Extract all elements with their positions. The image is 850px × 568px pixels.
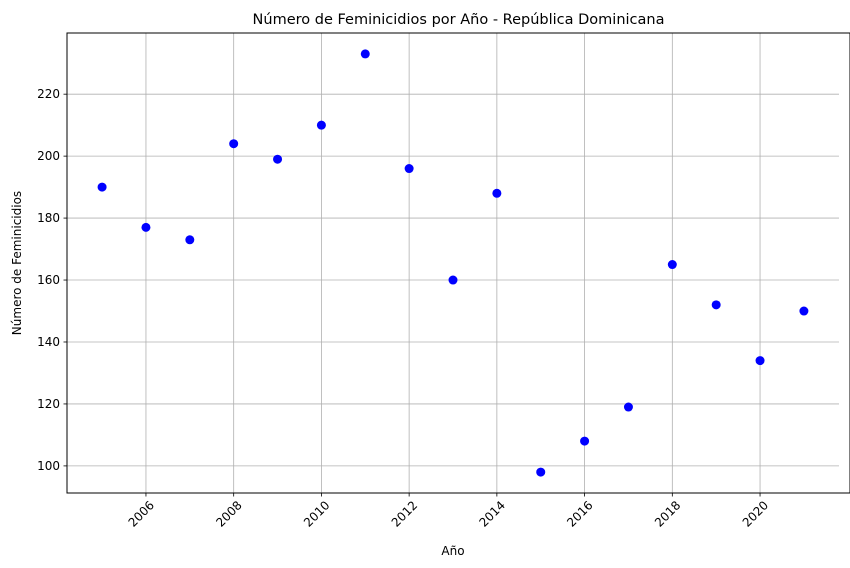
data-points bbox=[97, 49, 809, 477]
x-axis-label: Año bbox=[441, 544, 464, 558]
chart-title: Número de Feminicidios por Año - Repúbli… bbox=[253, 12, 665, 28]
data-point bbox=[755, 356, 765, 366]
data-point bbox=[667, 260, 677, 270]
data-point bbox=[141, 222, 151, 232]
data-point bbox=[448, 275, 458, 285]
data-point bbox=[185, 235, 195, 245]
x-axis-ticks: 2006 2008 2010 2012 2014 2016 2018 2020 bbox=[126, 493, 771, 530]
x-tick-label: 2012 bbox=[389, 498, 420, 529]
y-tick-label: 200 bbox=[37, 149, 60, 163]
y-tick-label: 100 bbox=[37, 459, 60, 473]
data-point bbox=[229, 139, 239, 149]
y-tick-label: 160 bbox=[37, 273, 60, 287]
y-tick-label: 180 bbox=[37, 211, 60, 225]
data-point bbox=[799, 306, 809, 316]
y-tick-label: 140 bbox=[37, 335, 60, 349]
plot-frame bbox=[66, 32, 850, 494]
grid bbox=[67, 33, 839, 493]
data-point bbox=[360, 49, 370, 59]
data-point bbox=[536, 467, 546, 477]
data-point bbox=[492, 188, 502, 198]
data-point bbox=[404, 164, 414, 174]
data-point bbox=[580, 436, 590, 446]
data-point bbox=[97, 182, 107, 192]
x-tick-label: 2018 bbox=[652, 498, 683, 529]
data-point bbox=[316, 120, 326, 130]
y-axis-ticks: 100 120 140 160 180 200 220 bbox=[37, 87, 67, 473]
data-point bbox=[273, 154, 283, 164]
x-tick-label: 2006 bbox=[126, 498, 157, 529]
y-tick-label: 220 bbox=[37, 87, 60, 101]
x-tick-label: 2010 bbox=[301, 498, 332, 529]
x-tick-label: 2014 bbox=[476, 498, 507, 529]
x-tick-label: 2016 bbox=[564, 498, 595, 529]
x-tick-label: 2008 bbox=[213, 498, 244, 529]
data-point bbox=[711, 300, 721, 310]
x-tick-label: 2020 bbox=[740, 498, 771, 529]
y-tick-label: 120 bbox=[37, 397, 60, 411]
data-point bbox=[623, 402, 633, 412]
y-axis-label: Número de Feminicidios bbox=[10, 191, 24, 335]
